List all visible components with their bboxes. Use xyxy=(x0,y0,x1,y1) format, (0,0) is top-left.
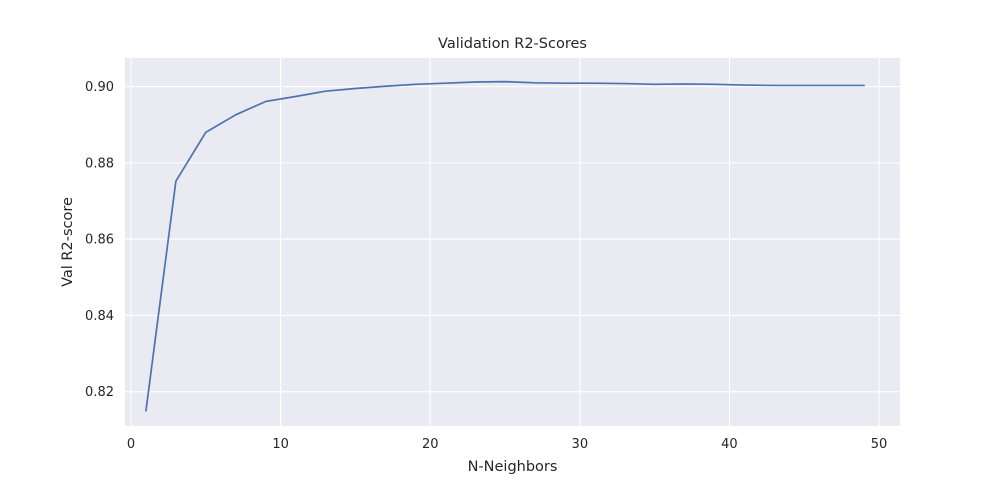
data-point xyxy=(353,86,357,90)
data-point xyxy=(234,113,238,117)
data-point xyxy=(623,81,627,85)
data-point xyxy=(383,84,387,88)
series-layer xyxy=(144,79,866,413)
y-tick-label: 0.82 xyxy=(85,385,114,400)
x-tick-label: 0 xyxy=(127,437,135,452)
y-tick-label: 0.90 xyxy=(85,80,114,95)
data-point xyxy=(204,130,208,134)
y-axis-title: Val R2-score xyxy=(60,197,76,287)
x-tick-label: 20 xyxy=(422,437,439,452)
x-tick-label: 40 xyxy=(721,437,738,452)
x-tick-label: 50 xyxy=(871,437,888,452)
data-point xyxy=(563,81,567,85)
tick-labels: 0 10 20 30 40 50 0.82 0.84 0.86 0.88 0.90 xyxy=(85,80,887,452)
data-point xyxy=(263,99,267,103)
data-point xyxy=(593,81,597,85)
data-point xyxy=(503,79,507,83)
data-point xyxy=(802,83,806,87)
data-point xyxy=(652,82,656,86)
x-tick-label: 30 xyxy=(572,437,589,452)
data-point xyxy=(862,83,866,87)
data-point xyxy=(832,83,836,87)
data-point xyxy=(413,82,417,86)
x-tick-label: 10 xyxy=(272,437,289,452)
data-point xyxy=(682,82,686,86)
y-tick-label: 0.88 xyxy=(85,156,114,171)
plot-area xyxy=(125,58,900,426)
data-point xyxy=(174,179,178,183)
data-point xyxy=(533,81,537,85)
y-tick-label: 0.86 xyxy=(85,233,114,248)
data-point xyxy=(742,83,746,87)
y-tick-label: 0.84 xyxy=(85,309,114,324)
chart-title: Validation R2-Scores xyxy=(438,36,587,52)
data-point xyxy=(772,83,776,87)
data-point xyxy=(443,81,447,85)
data-point xyxy=(144,409,148,413)
data-point xyxy=(712,82,716,86)
grid xyxy=(125,58,900,426)
data-point xyxy=(323,89,327,93)
series-line xyxy=(145,80,865,412)
data-point xyxy=(293,94,297,98)
x-axis-title: N-Neighbors xyxy=(468,459,558,475)
data-point xyxy=(473,80,477,84)
